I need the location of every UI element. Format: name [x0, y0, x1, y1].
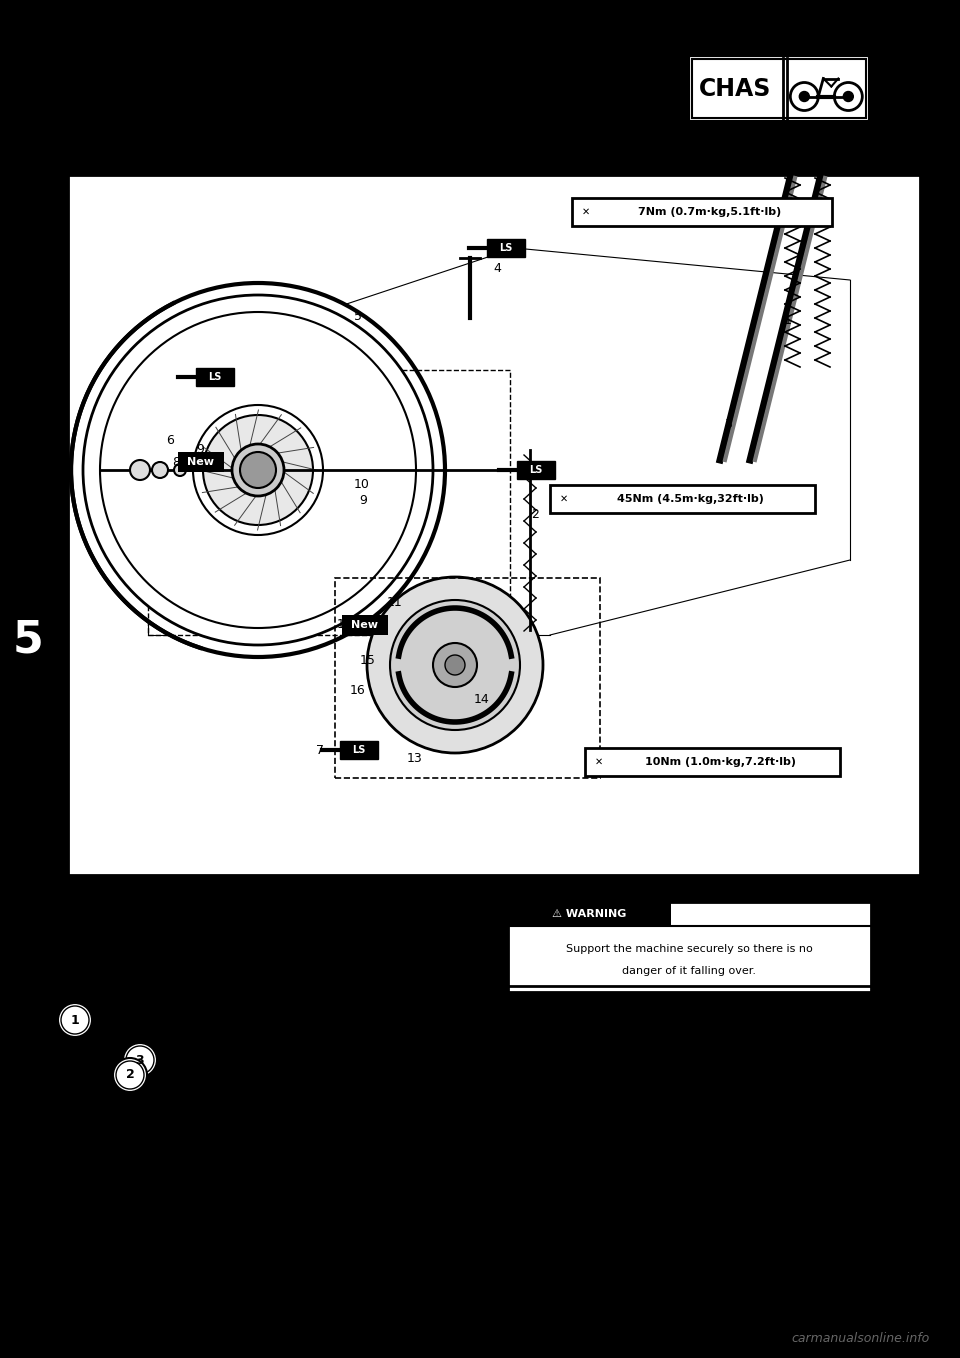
Text: 9: 9 [359, 493, 367, 507]
FancyBboxPatch shape [688, 56, 870, 122]
Ellipse shape [113, 1058, 147, 1092]
Text: 45Nm (4.5m·kg,32ft·lb): 45Nm (4.5m·kg,32ft·lb) [617, 494, 764, 504]
Ellipse shape [367, 577, 543, 752]
Text: 7Nm (0.7m·kg,5.1ft·lb): 7Nm (0.7m·kg,5.1ft·lb) [638, 206, 781, 217]
Text: 1: 1 [784, 314, 792, 326]
Ellipse shape [100, 312, 416, 627]
Ellipse shape [240, 452, 276, 488]
Text: LS: LS [499, 243, 513, 253]
Text: ⚠ WARNING: ⚠ WARNING [553, 909, 627, 919]
FancyBboxPatch shape [585, 748, 840, 775]
FancyBboxPatch shape [550, 485, 815, 513]
FancyBboxPatch shape [487, 239, 525, 257]
FancyBboxPatch shape [196, 368, 234, 386]
Text: 5: 5 [12, 618, 43, 661]
Text: 7: 7 [316, 743, 324, 756]
Text: 11: 11 [387, 596, 403, 608]
Text: 8: 8 [172, 455, 180, 469]
Text: danger of it falling over.: danger of it falling over. [622, 966, 756, 976]
FancyBboxPatch shape [178, 452, 224, 473]
Text: 10: 10 [354, 478, 370, 490]
Ellipse shape [232, 444, 284, 496]
Text: 14: 14 [474, 694, 490, 706]
Text: 10Nm (1.0m·kg,7.2ft·lb): 10Nm (1.0m·kg,7.2ft·lb) [645, 756, 796, 767]
Ellipse shape [83, 295, 433, 645]
Text: 1: 1 [71, 1013, 80, 1027]
Text: 9: 9 [196, 444, 204, 456]
Text: 15: 15 [360, 653, 376, 667]
Text: 2: 2 [531, 508, 539, 521]
Ellipse shape [390, 600, 520, 731]
Ellipse shape [843, 91, 853, 102]
Ellipse shape [800, 91, 809, 102]
Text: 13: 13 [407, 751, 422, 765]
Text: 3: 3 [135, 1054, 144, 1066]
Text: 12: 12 [337, 618, 353, 631]
Ellipse shape [71, 282, 445, 657]
Text: 3: 3 [724, 418, 732, 432]
FancyBboxPatch shape [517, 460, 555, 479]
Text: CHAS: CHAS [699, 76, 772, 100]
Text: New: New [351, 621, 378, 630]
Ellipse shape [433, 642, 477, 687]
FancyBboxPatch shape [342, 615, 388, 636]
Ellipse shape [193, 405, 323, 535]
Ellipse shape [123, 1043, 157, 1077]
Ellipse shape [174, 464, 186, 477]
Text: ✕: ✕ [560, 494, 568, 504]
Text: LS: LS [529, 464, 542, 475]
FancyBboxPatch shape [572, 198, 832, 225]
Ellipse shape [58, 1004, 92, 1038]
Text: ✕: ✕ [582, 206, 590, 217]
Ellipse shape [152, 462, 168, 478]
FancyBboxPatch shape [340, 741, 378, 759]
Text: 4: 4 [493, 262, 501, 274]
Ellipse shape [203, 416, 313, 526]
Text: carmanualsonline.info: carmanualsonline.info [792, 1331, 930, 1344]
Text: Support the machine securely so there is no: Support the machine securely so there is… [566, 944, 813, 955]
Text: New: New [187, 458, 214, 467]
Text: 5: 5 [354, 310, 362, 322]
Ellipse shape [130, 460, 150, 479]
Text: 2: 2 [126, 1069, 134, 1081]
Text: LS: LS [352, 746, 366, 755]
FancyBboxPatch shape [508, 902, 871, 991]
FancyBboxPatch shape [508, 902, 671, 926]
Text: LS: LS [208, 372, 222, 382]
Text: ✕: ✕ [595, 756, 603, 767]
Text: 16: 16 [350, 683, 366, 697]
Ellipse shape [445, 655, 465, 675]
FancyBboxPatch shape [68, 175, 920, 875]
Text: 6: 6 [166, 435, 174, 448]
